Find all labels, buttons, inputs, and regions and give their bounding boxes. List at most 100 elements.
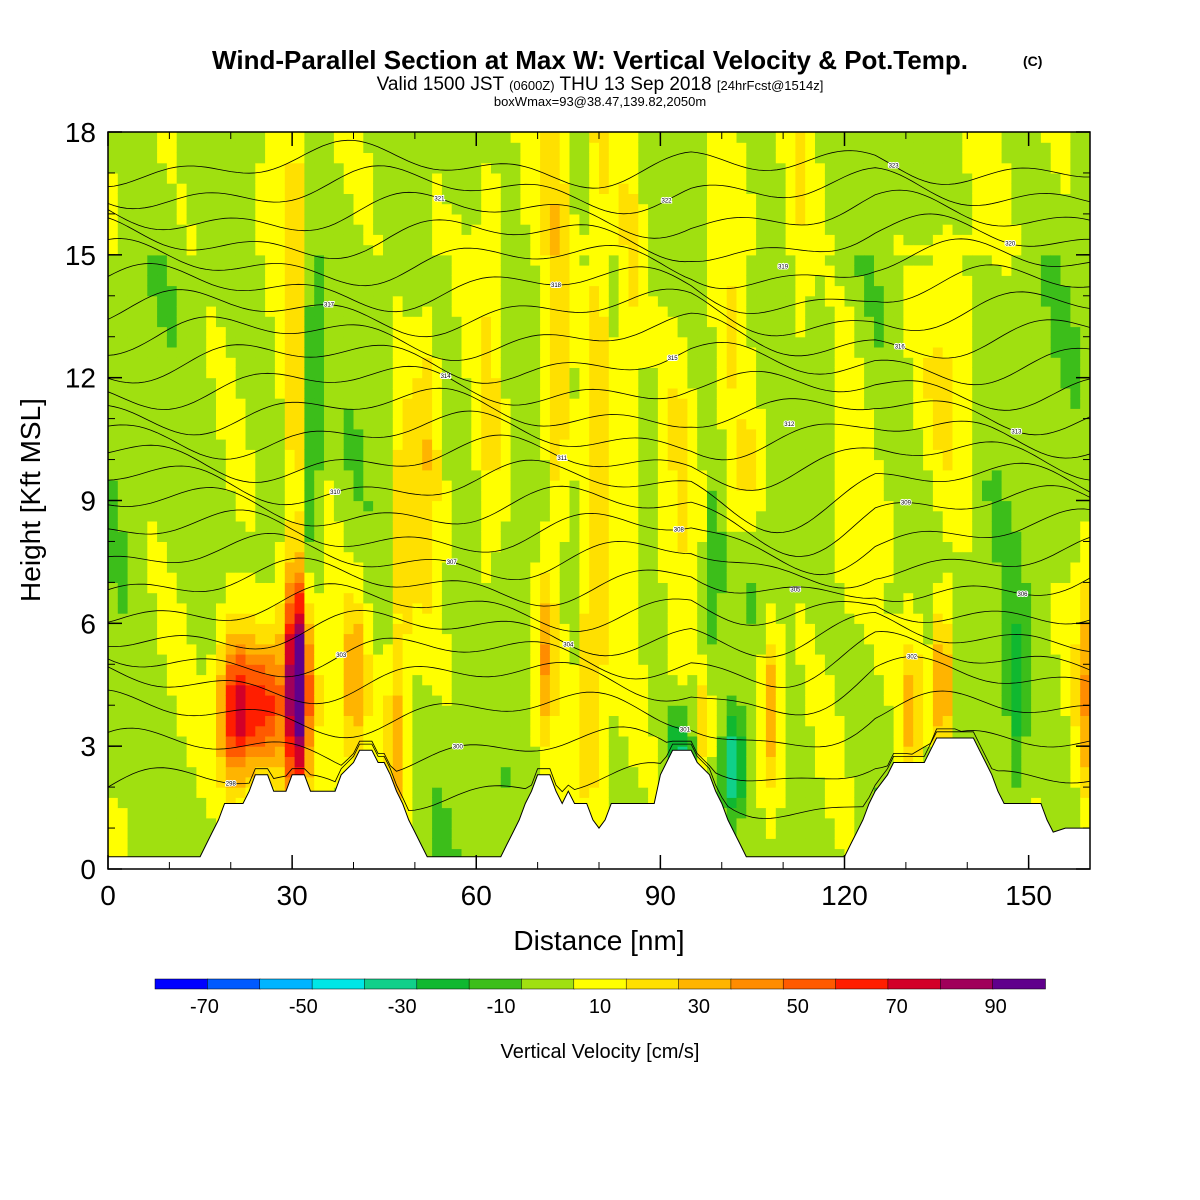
velocity-cell — [255, 367, 266, 379]
velocity-cell — [451, 561, 463, 573]
velocity-cell — [775, 265, 787, 276]
velocity-cell — [383, 490, 394, 502]
velocity-cell — [481, 254, 492, 266]
velocity-cell — [265, 234, 276, 246]
velocity-cell — [716, 633, 728, 645]
velocity-cell — [785, 674, 796, 686]
velocity-cell — [491, 295, 502, 307]
velocity-cell — [127, 306, 138, 317]
velocity-cell — [225, 172, 237, 184]
velocity-cell — [441, 735, 453, 747]
velocity-cell — [657, 746, 669, 757]
velocity-cell — [726, 817, 738, 829]
velocity-cell — [628, 213, 639, 225]
velocity-cell — [392, 592, 404, 604]
velocity-cell — [196, 838, 207, 850]
velocity-cell — [108, 766, 119, 778]
velocity-cell — [520, 254, 531, 266]
velocity-cell — [599, 561, 610, 573]
velocity-cell — [618, 306, 629, 317]
velocity-cell — [510, 183, 521, 194]
velocity-cell — [628, 787, 639, 798]
velocity-cell — [422, 285, 433, 297]
velocity-field — [108, 132, 1090, 869]
velocity-cell — [412, 459, 423, 471]
velocity-cell — [363, 398, 374, 409]
velocity-cell — [245, 684, 256, 696]
velocity-cell — [108, 715, 119, 727]
velocity-cell — [736, 132, 747, 143]
velocity-cell — [324, 162, 335, 174]
velocity-cell — [707, 285, 718, 297]
velocity-cell — [186, 234, 197, 246]
velocity-cell — [667, 469, 679, 481]
velocity-cell — [599, 203, 610, 215]
velocity-cell — [422, 439, 433, 450]
velocity-cell — [127, 316, 138, 328]
velocity-cell — [608, 541, 620, 553]
velocity-cell — [284, 551, 296, 563]
velocity-cell — [363, 152, 374, 164]
velocity-cell — [392, 244, 404, 256]
velocity-cell — [314, 326, 325, 338]
velocity-cell — [599, 377, 610, 389]
velocity-cell — [451, 797, 463, 809]
velocity-cell — [166, 797, 178, 809]
velocity-cell — [657, 602, 669, 614]
velocity-cell — [422, 735, 433, 747]
velocity-cell — [284, 459, 296, 471]
velocity-cell — [461, 582, 472, 594]
velocity-cell — [756, 797, 767, 809]
velocity-cell — [756, 735, 767, 747]
velocity-cell — [196, 254, 207, 266]
velocity-cell — [569, 725, 580, 737]
velocity-cell — [707, 510, 718, 522]
velocity-cell — [569, 459, 580, 471]
velocity-cell — [530, 572, 541, 583]
velocity-cell — [206, 408, 217, 420]
velocity-cell — [108, 756, 119, 768]
velocity-cell — [117, 213, 129, 225]
velocity-cell — [775, 183, 787, 194]
velocity-cell — [510, 285, 521, 297]
velocity-cell — [510, 254, 521, 266]
velocity-cell — [274, 203, 286, 215]
velocity-cell — [324, 398, 335, 409]
velocity-cell — [608, 797, 620, 809]
velocity-cell — [108, 838, 119, 850]
velocity-cell — [137, 295, 148, 307]
velocity-cell — [186, 367, 197, 379]
velocity-cell — [756, 428, 767, 440]
velocity-cell — [520, 347, 531, 358]
velocity-cell — [638, 213, 649, 225]
velocity-cell — [225, 643, 237, 655]
velocity-cell — [216, 398, 227, 409]
velocity-cell — [353, 459, 364, 471]
velocity-cell — [147, 613, 158, 624]
velocity-cell — [657, 306, 669, 317]
velocity-cell — [235, 142, 247, 153]
velocity-cell — [608, 459, 620, 471]
velocity-cell — [638, 428, 649, 440]
velocity-cell — [510, 531, 521, 542]
velocity-cell — [324, 142, 335, 153]
velocity-cell — [402, 664, 413, 676]
velocity-cell — [294, 500, 305, 512]
velocity-cell — [599, 162, 610, 174]
velocity-cell — [255, 295, 266, 307]
velocity-cell — [569, 602, 580, 614]
velocity-cell — [736, 500, 747, 512]
velocity-cell — [353, 531, 364, 542]
velocity-cell — [284, 172, 296, 184]
velocity-cell — [225, 510, 237, 522]
velocity-cell — [432, 510, 443, 522]
velocity-cell — [216, 285, 227, 297]
velocity-cell — [432, 766, 443, 778]
velocity-cell — [599, 408, 610, 420]
velocity-cell — [491, 439, 502, 450]
velocity-cell — [451, 602, 463, 614]
velocity-cell — [461, 469, 472, 481]
velocity-cell — [255, 213, 266, 225]
velocity-cell — [274, 531, 286, 542]
velocity-cell — [756, 357, 767, 368]
